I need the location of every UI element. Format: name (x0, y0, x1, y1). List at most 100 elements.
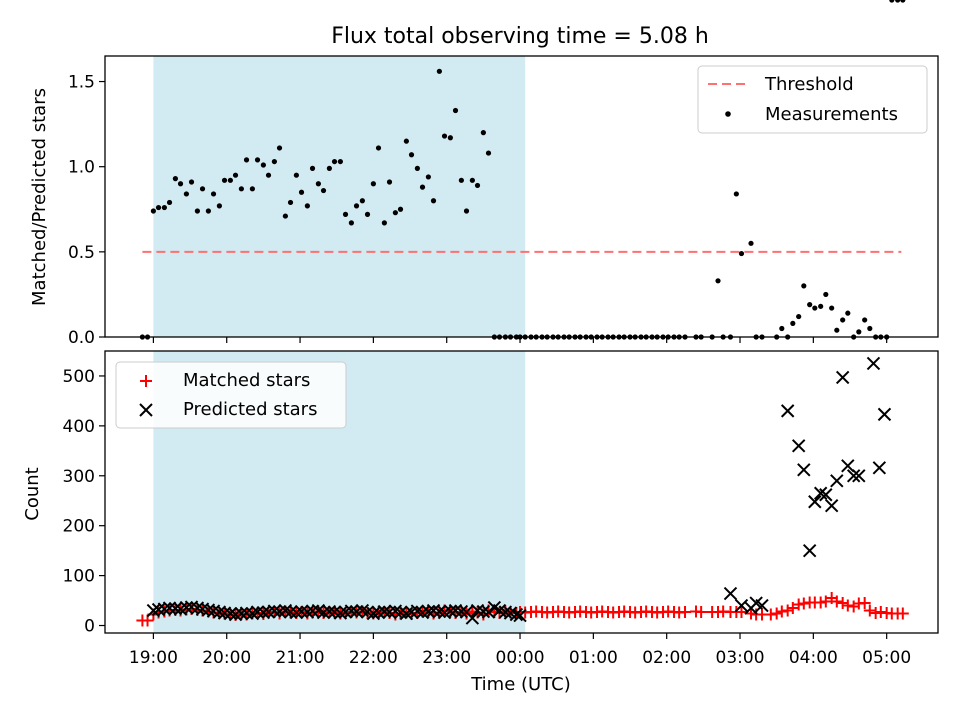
measurement-point (436, 68, 442, 74)
measurement-point (419, 184, 426, 190)
measurement-point (469, 177, 475, 183)
predicted-star-point (333, 606, 348, 620)
measurement-point (342, 211, 349, 217)
measurement-point (309, 165, 316, 171)
measurement-point (812, 305, 818, 311)
legend-predicted-label: Predicted stars (183, 399, 317, 420)
predicted-star-point (877, 407, 892, 422)
measurement-point (238, 186, 244, 192)
predicted-star-point (421, 604, 436, 619)
x-tick-label: 00:00 (496, 648, 545, 668)
x-tick-label: 19:00 (129, 648, 178, 668)
measurement-point (337, 158, 343, 165)
measurement-point (188, 179, 195, 185)
measurement-point (386, 179, 393, 185)
measurement-point (381, 220, 387, 226)
measurement-point (271, 158, 277, 165)
matched-star-point (830, 595, 843, 608)
top-panel: 0.0 0.5 1.0 1.5 Matched/Predicted stars Thr… (29, 0, 939, 348)
predicted-star-point (824, 499, 839, 513)
predicted-star-point (300, 605, 315, 619)
predicted-star-point (835, 370, 850, 385)
matched-star-point (858, 597, 871, 610)
measurement-point (315, 181, 321, 187)
measurement-point (298, 189, 305, 195)
predicted-star-point (476, 604, 491, 619)
predicted-star-point (454, 604, 469, 619)
predicted-star-point (852, 469, 866, 483)
measurement-point (867, 325, 873, 332)
measurement-point (205, 208, 211, 214)
measurement-point (293, 172, 299, 178)
predicted-star-point (830, 474, 844, 488)
measurement-point (177, 181, 184, 187)
predicted-stars-series (146, 356, 892, 625)
matched-star-point (896, 607, 909, 620)
bottom-legend: Matched stars Predicted stars (115, 361, 347, 429)
top-y-axis-label: Matched/Predicted stars (29, 88, 50, 306)
measurement-point (403, 138, 409, 144)
measurement-point (232, 172, 239, 178)
measurement-point (425, 174, 431, 180)
measurement-point (823, 291, 829, 298)
matched-star-point (836, 597, 849, 610)
predicted-star-point (498, 605, 513, 619)
top-plot-frame (104, 55, 939, 338)
predicted-star-point (256, 605, 271, 620)
predicted-star-point (344, 604, 359, 618)
predicted-star-point (305, 604, 320, 618)
top-legend: Threshold Measurements (697, 65, 928, 134)
predicted-star-point (465, 611, 480, 625)
measurement-point (840, 317, 846, 323)
predicted-star-point (146, 603, 161, 618)
x-tick-label: 02:00 (642, 648, 691, 668)
measurement-point (210, 191, 217, 197)
x-tick-label: 22:00 (349, 648, 398, 668)
predicted-star-point (377, 604, 392, 619)
measurement-point (748, 240, 754, 246)
measurement-point (829, 305, 835, 311)
predicted-star-point (151, 602, 166, 617)
predicted-star-point (289, 605, 304, 620)
matched-star-point (781, 604, 794, 617)
measurement-point (463, 208, 470, 214)
x-tick-label: 23:00 (422, 648, 471, 668)
measurement-point (155, 204, 162, 211)
measurement-point (715, 278, 721, 284)
predicted-star-point (322, 604, 337, 619)
legend-measurements-swatch (725, 111, 731, 117)
measurement-point (862, 317, 868, 323)
legend-matched-label: Matched stars (183, 370, 310, 391)
x-tick-label: 04:00 (789, 648, 838, 668)
measurement-point (194, 208, 200, 214)
bottom-y-axis: 0 100 200 300 400 500 (63, 367, 105, 637)
measurement-point (183, 191, 189, 197)
legend-threshold-label: Threshold (764, 74, 854, 95)
chart-title: Flux total observing time = 5.08 h (331, 24, 709, 49)
predicted-star-point (780, 404, 795, 418)
measurement-point (807, 302, 813, 308)
measurement-point (216, 203, 222, 209)
matched-star-point (679, 606, 692, 619)
measurement-point (172, 176, 178, 182)
measurement-point (458, 177, 464, 183)
measurement-point (243, 157, 250, 163)
legend-predicted-swatch (139, 403, 153, 417)
predicted-star-point (432, 604, 447, 619)
x-tick-label: 20:00 (202, 648, 251, 668)
measurement-point (227, 177, 233, 183)
x-tick-label: 03:00 (716, 648, 765, 668)
measurement-point (430, 198, 437, 204)
y-tick-label: 100 (63, 567, 95, 587)
bottom-panel: 0 100 200 300 400 500 19:00 20:00 21:00 22:00 23:… (22, 350, 939, 695)
predicted-star-point (509, 607, 524, 622)
y-tick-label: 500 (63, 367, 95, 387)
y-tick-label: 0 (84, 617, 95, 637)
measurement-point (779, 325, 785, 332)
predicted-star-point (157, 602, 172, 616)
bottom-x-axis: 19:00 20:00 21:00 22:00 23:00 00:00 01:00 02:00… (129, 633, 911, 668)
measurement-point (287, 199, 294, 206)
predicted-star-point (802, 543, 817, 558)
predicted-star-point (366, 606, 381, 621)
predicted-star-point (797, 463, 811, 477)
